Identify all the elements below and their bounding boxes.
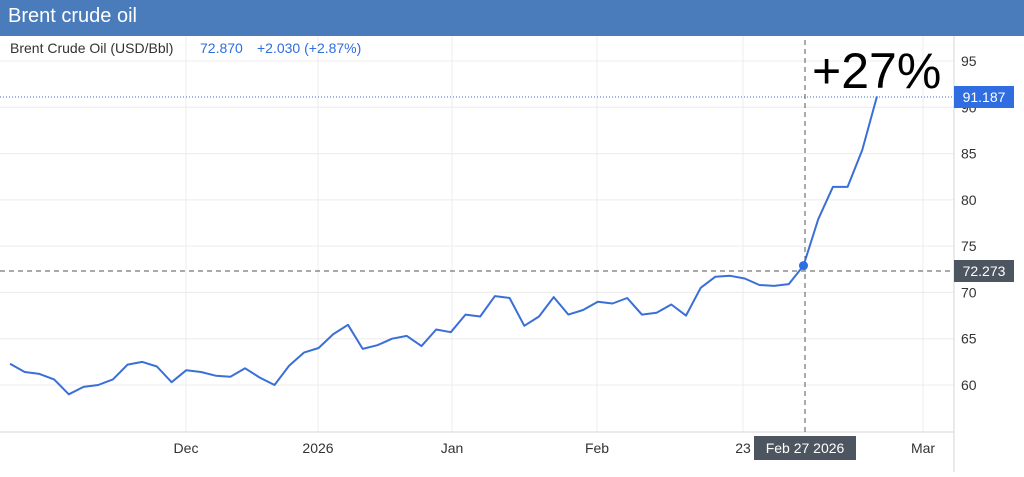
x-tick-label: Jan	[441, 440, 464, 456]
x-tick-label: 23	[735, 440, 751, 456]
x-axis-ticks: Dec 2026 Jan Feb 23 Mar	[174, 440, 936, 456]
y-tick-label: 75	[961, 238, 977, 254]
series-line-brent	[9, 96, 878, 396]
x-tick-label: 2026	[302, 440, 333, 456]
y-tick-label: 80	[961, 192, 977, 208]
last-price-label: 91.187	[963, 89, 1006, 105]
last-price-badge	[954, 86, 1014, 108]
crosshair-date-badge	[754, 436, 856, 460]
y-tick-label: 85	[961, 146, 977, 162]
crosshair-price-label: 72.273	[963, 263, 1006, 279]
y-tick-label: 70	[961, 284, 977, 300]
y-tick-label: 60	[961, 377, 977, 393]
crosshair-date-label: Feb 27 2026	[766, 440, 845, 456]
crosshair-price-badge	[954, 260, 1014, 282]
legend-change: +2.030 (+2.87%)	[257, 40, 361, 56]
x-tick-label: Mar	[911, 440, 935, 456]
y-tick-label: 65	[961, 331, 977, 347]
annotation-text: +27%	[812, 43, 941, 99]
hover-point	[799, 261, 808, 271]
y-tick-label: 95	[961, 53, 977, 69]
x-tick-label: Feb	[585, 440, 609, 456]
chart-header: Brent crude oil	[0, 0, 1024, 36]
horizontal-gridlines	[0, 60, 954, 386]
legend-series-name: Brent Crude Oil (USD/Bbl)	[10, 40, 173, 56]
legend-value: 72.870	[200, 40, 243, 56]
vertical-gridlines	[185, 36, 924, 432]
x-tick-label: Dec	[174, 440, 199, 456]
page-title: Brent crude oil	[8, 5, 137, 27]
